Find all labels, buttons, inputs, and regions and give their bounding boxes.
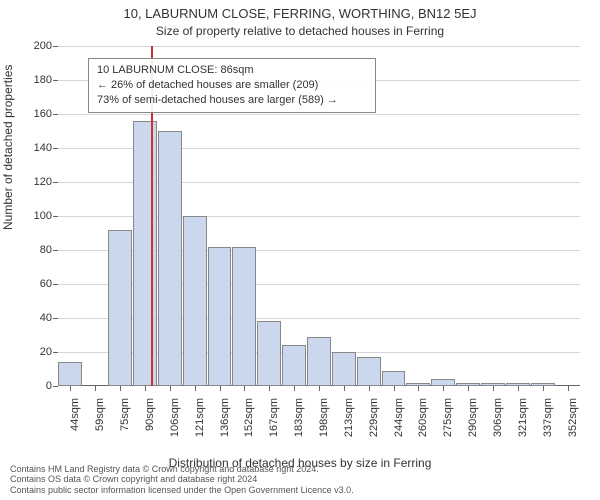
xtick-mark — [468, 386, 469, 391]
footer-line: Contains OS data © Crown copyright and d… — [10, 474, 590, 485]
xtick-label: 229sqm — [368, 398, 380, 437]
xtick-mark — [344, 386, 345, 391]
histogram-bar — [208, 247, 232, 386]
ytick-mark — [53, 318, 58, 319]
xtick-label: 275sqm — [442, 398, 454, 437]
xtick-mark — [269, 386, 270, 391]
chart-subtitle: Size of property relative to detached ho… — [0, 24, 600, 38]
xtick-label: 260sqm — [417, 398, 429, 437]
annotation-line: ← 26% of detached houses are smaller (20… — [97, 78, 367, 93]
xtick-mark — [568, 386, 569, 391]
xtick-mark — [170, 386, 171, 391]
xtick-label: 152sqm — [243, 398, 255, 437]
xtick-label: 337sqm — [542, 398, 554, 437]
histogram-bar — [58, 362, 82, 386]
histogram-bar — [232, 247, 256, 386]
y-axis-label: Number of detached properties — [1, 65, 15, 230]
xtick-mark — [70, 386, 71, 391]
xtick-label: 59sqm — [94, 398, 106, 431]
ytick-mark — [53, 80, 58, 81]
ytick-mark — [53, 284, 58, 285]
ytick-label: 0 — [46, 380, 52, 392]
xtick-label: 121sqm — [194, 398, 206, 437]
xtick-mark — [543, 386, 544, 391]
ytick-label: 200 — [34, 40, 52, 52]
xtick-mark — [443, 386, 444, 391]
xtick-mark — [369, 386, 370, 391]
property-size-chart: 10, LABURNUM CLOSE, FERRING, WORTHING, B… — [0, 0, 600, 500]
chart-footer: Contains HM Land Registry data © Crown c… — [10, 464, 590, 496]
annotation-line: 10 LABURNUM CLOSE: 86sqm — [97, 63, 367, 78]
xtick-label: 75sqm — [119, 398, 131, 431]
annotation-line: 73% of semi-detached houses are larger (… — [97, 93, 367, 108]
ytick-mark — [53, 216, 58, 217]
histogram-bar — [282, 345, 306, 386]
ytick-label: 40 — [40, 312, 52, 324]
xtick-mark — [418, 386, 419, 391]
histogram-bar — [431, 379, 455, 386]
xtick-label: 90sqm — [144, 398, 156, 431]
grid-line — [58, 114, 580, 115]
xtick-label: 183sqm — [293, 398, 305, 437]
xtick-label: 136sqm — [219, 398, 231, 437]
ytick-label: 60 — [40, 278, 52, 290]
ytick-mark — [53, 182, 58, 183]
xtick-mark — [493, 386, 494, 391]
histogram-bar — [257, 321, 281, 386]
xtick-mark — [294, 386, 295, 391]
ytick-label: 140 — [34, 142, 52, 154]
ytick-label: 100 — [34, 210, 52, 222]
ytick-label: 20 — [40, 346, 52, 358]
histogram-bar — [133, 121, 157, 386]
grid-line — [58, 46, 580, 47]
ytick-mark — [53, 386, 58, 387]
xtick-label: 44sqm — [69, 398, 81, 431]
ytick-label: 160 — [34, 108, 52, 120]
xtick-mark — [95, 386, 96, 391]
xtick-mark — [244, 386, 245, 391]
ytick-mark — [53, 46, 58, 47]
histogram-bar — [332, 352, 356, 386]
histogram-bar — [183, 216, 207, 386]
annotation-box: 10 LABURNUM CLOSE: 86sqm← 26% of detache… — [88, 58, 376, 113]
ytick-label: 180 — [34, 74, 52, 86]
ytick-mark — [53, 114, 58, 115]
xtick-label: 106sqm — [169, 398, 181, 437]
ytick-mark — [53, 352, 58, 353]
xtick-label: 352sqm — [567, 398, 579, 437]
xtick-mark — [394, 386, 395, 391]
xtick-label: 290sqm — [467, 398, 479, 437]
ytick-mark — [53, 250, 58, 251]
histogram-bar — [108, 230, 132, 386]
ytick-mark — [53, 148, 58, 149]
xtick-mark — [195, 386, 196, 391]
xtick-mark — [120, 386, 121, 391]
xtick-mark — [220, 386, 221, 391]
footer-line: Contains public sector information licen… — [10, 485, 590, 496]
plot-area: 02040608010012014016018020044sqm59sqm75s… — [58, 46, 580, 386]
xtick-mark — [319, 386, 320, 391]
histogram-bar — [307, 337, 331, 386]
ytick-label: 80 — [40, 244, 52, 256]
xtick-label: 244sqm — [393, 398, 405, 437]
xtick-label: 306sqm — [492, 398, 504, 437]
xtick-mark — [518, 386, 519, 391]
histogram-bar — [382, 371, 406, 386]
xtick-label: 198sqm — [318, 398, 330, 437]
xtick-mark — [145, 386, 146, 391]
ytick-label: 120 — [34, 176, 52, 188]
xtick-label: 213sqm — [343, 398, 355, 437]
histogram-bar — [357, 357, 381, 386]
chart-title-address: 10, LABURNUM CLOSE, FERRING, WORTHING, B… — [0, 6, 600, 21]
footer-line: Contains HM Land Registry data © Crown c… — [10, 464, 590, 475]
xtick-label: 167sqm — [268, 398, 280, 437]
histogram-bar — [158, 131, 182, 386]
xtick-label: 321sqm — [517, 398, 529, 437]
